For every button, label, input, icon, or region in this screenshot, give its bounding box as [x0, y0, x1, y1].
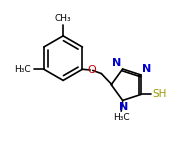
Text: N: N [142, 64, 152, 74]
Text: N: N [112, 58, 121, 68]
Text: SH: SH [153, 89, 167, 99]
Text: O: O [87, 65, 96, 75]
Text: N: N [119, 102, 128, 112]
Text: H₃C: H₃C [14, 65, 31, 74]
Text: CH₃: CH₃ [55, 14, 71, 23]
Text: H₃C: H₃C [113, 113, 130, 122]
